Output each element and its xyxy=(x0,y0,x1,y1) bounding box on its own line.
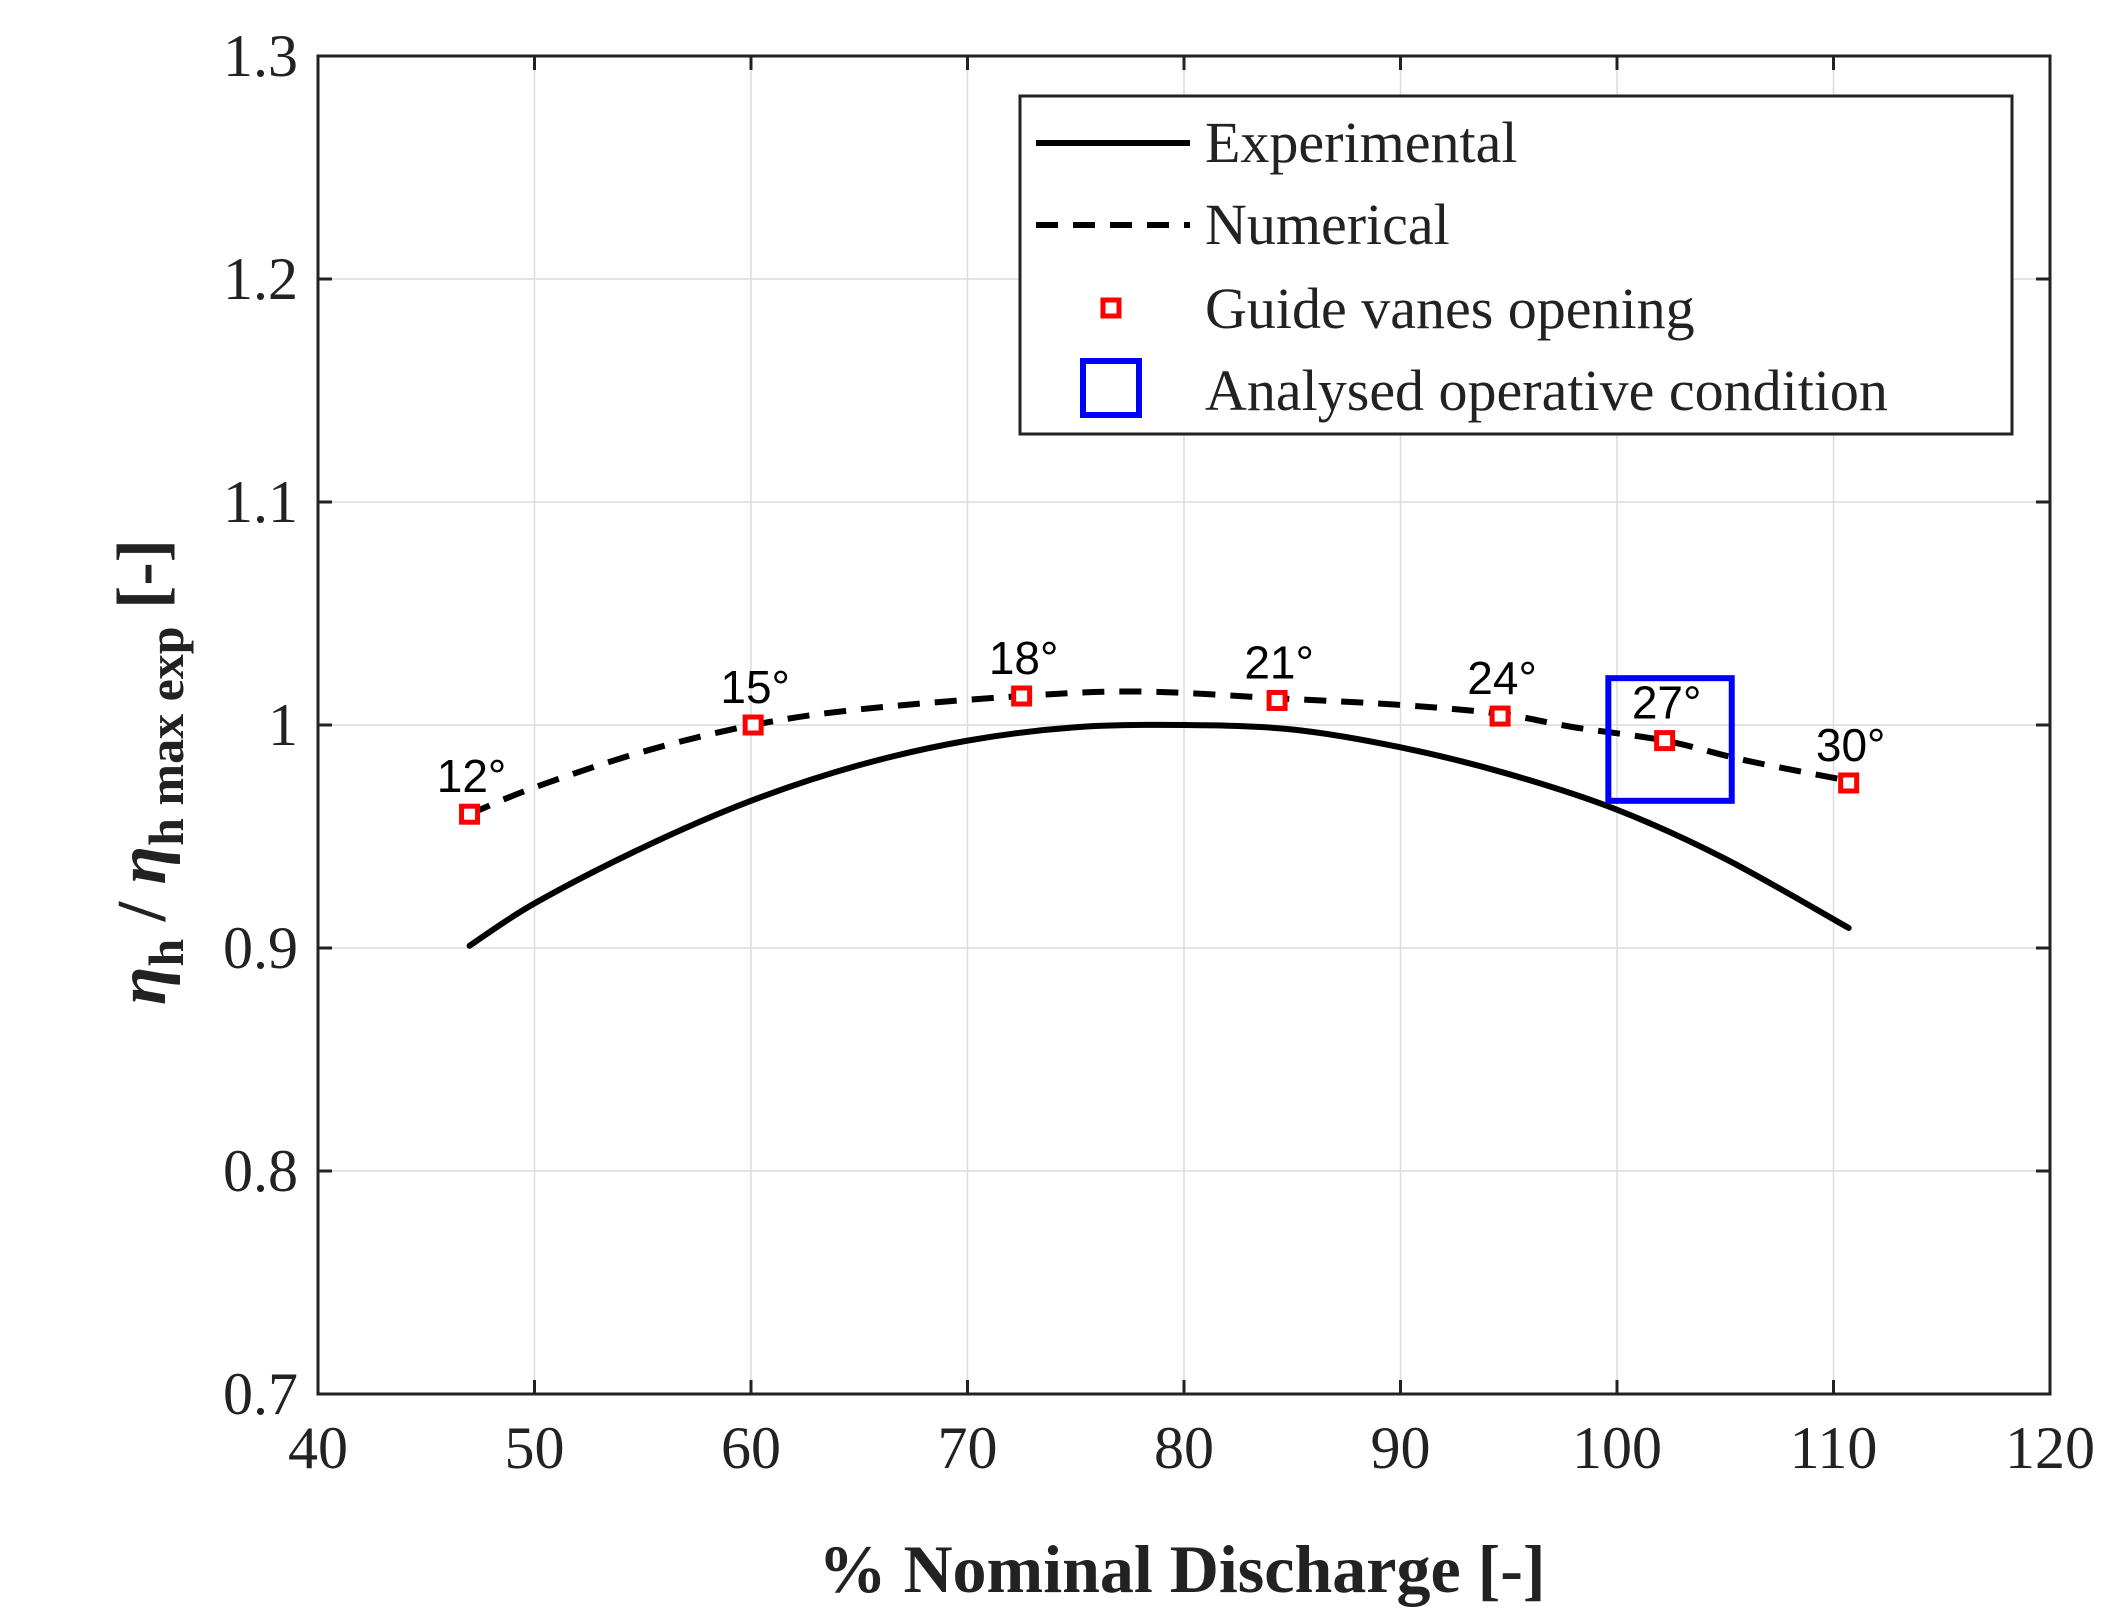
guide-vane-angle-label: 18° xyxy=(989,632,1059,684)
y-axis-title-subscript-max: h max exp xyxy=(138,626,194,845)
x-tick-label: 70 xyxy=(938,1415,998,1481)
x-tick-label: 120 xyxy=(2005,1415,2095,1481)
guide-vane-marker xyxy=(742,714,764,736)
legend-numerical-label: Numerical xyxy=(1205,192,1450,257)
guide-vane-marker xyxy=(1011,685,1033,707)
guide-vane-marker xyxy=(1838,772,1860,794)
legend-box xyxy=(1018,94,2014,436)
x-tick-label: 80 xyxy=(1154,1415,1214,1481)
y-axis-title-subscript: h xyxy=(138,939,194,967)
analysed-condition-box xyxy=(1605,675,1735,804)
legend-guide-vane-label: Guide vanes opening xyxy=(1205,276,1695,341)
x-tick-label: 50 xyxy=(505,1415,565,1481)
y-axis-title-eta-max: η xyxy=(104,846,181,884)
x-tick-label: 40 xyxy=(288,1415,348,1481)
guide-vane-angle-label: 27° xyxy=(1632,677,1702,729)
x-tick-label: 110 xyxy=(1790,1415,1878,1481)
guide-vane-markers xyxy=(459,685,1860,825)
analysed-condition-highlight xyxy=(1605,675,1735,804)
guide-vane-marker xyxy=(1266,689,1288,711)
guide-vane-angle-label: 15° xyxy=(720,661,790,713)
legend-analysed-label: Analysed operative condition xyxy=(1205,358,1888,423)
y-tick-labels: 0.7 0.8 0.9 1 1.1 1.2 1.3 xyxy=(223,23,298,1427)
x-tick-labels: 40 50 60 70 80 90 100 110 120 xyxy=(288,1415,2095,1481)
axis-ticks xyxy=(316,54,2052,1396)
y-tick-label: 1.1 xyxy=(223,469,298,535)
x-tick-label: 100 xyxy=(1572,1415,1662,1481)
guide-vane-labels: 12° 15° 18° 21° 24° 27° 30° xyxy=(437,632,1886,802)
guide-vane-angle-label: 21° xyxy=(1244,636,1314,688)
legend: Experimental Numerical Guide vanes openi… xyxy=(1018,94,2014,436)
legend-analysed-box xyxy=(1080,358,1142,418)
legend-experimental-label: Experimental xyxy=(1205,110,1517,175)
x-tick-label: 60 xyxy=(721,1415,781,1481)
guide-vane-marker xyxy=(459,803,481,825)
y-tick-label: 1 xyxy=(268,692,298,758)
y-axis-title-eta: η xyxy=(104,967,181,1005)
y-axis-title: ηh / ηh max exp [-] xyxy=(104,539,194,1005)
guide-vane-marker xyxy=(1489,705,1511,727)
y-tick-label: 1.3 xyxy=(223,23,298,89)
y-axis-title-slash: / xyxy=(104,884,181,938)
y-tick-label: 0.8 xyxy=(223,1138,298,1204)
experimental-line xyxy=(466,721,1852,949)
y-tick-label: 0.7 xyxy=(223,1361,298,1427)
y-tick-label: 0.9 xyxy=(223,915,298,981)
guide-vane-angle-label: 12° xyxy=(437,750,507,802)
guide-vane-angle-label: 30° xyxy=(1816,719,1886,771)
numerical-line xyxy=(468,688,1850,817)
legend-guide-vane-marker xyxy=(1100,297,1122,319)
series-lines xyxy=(466,688,1852,949)
x-axis-title: % Nominal Discharge [-] xyxy=(818,1531,1545,1607)
guide-vane-marker xyxy=(1654,730,1676,752)
y-axis-title-unit: [-] xyxy=(104,539,181,626)
x-tick-label: 90 xyxy=(1371,1415,1431,1481)
y-tick-label: 1.2 xyxy=(223,246,298,312)
guide-vane-angle-label: 24° xyxy=(1467,652,1537,704)
